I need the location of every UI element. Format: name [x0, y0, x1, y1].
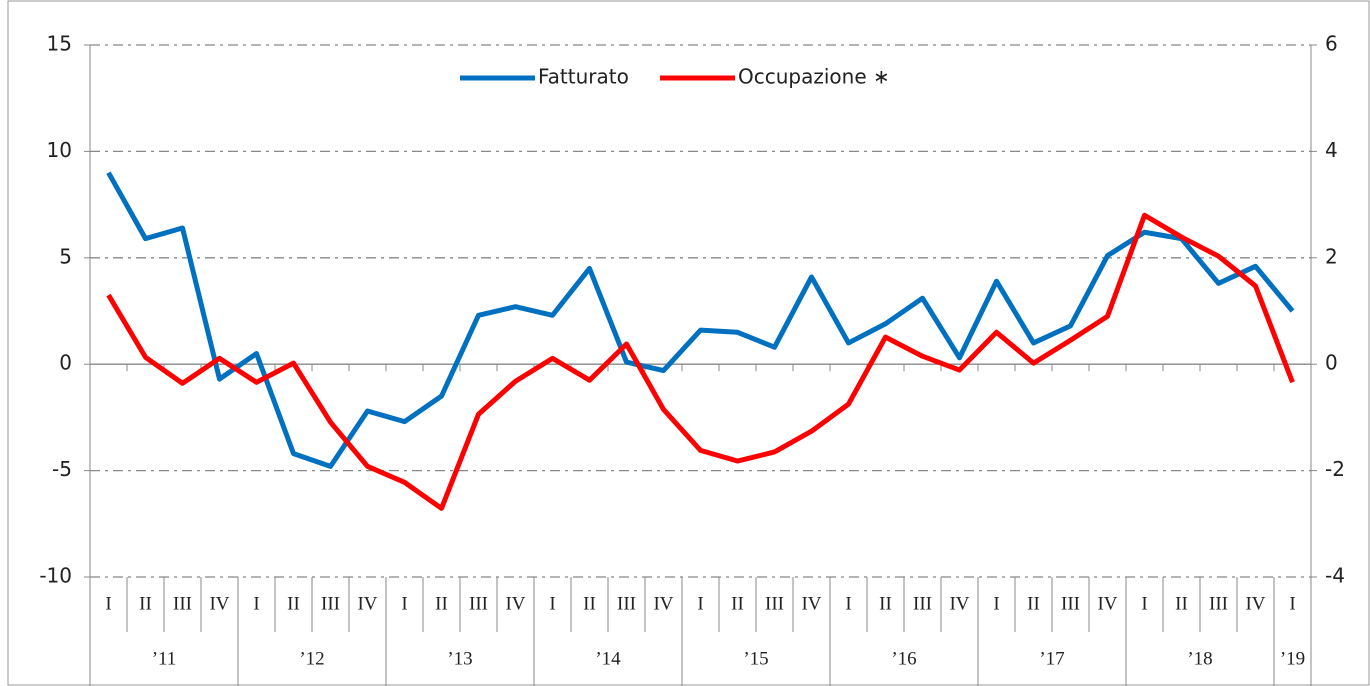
x-tick-label: I [697, 593, 703, 614]
y2-tick-label: 6 [1325, 32, 1338, 56]
frame [7, 0, 1370, 686]
y-tick-label: 5 [59, 244, 72, 268]
x-tick-label: II [435, 593, 448, 614]
y2-tick-label: -4 [1325, 564, 1345, 588]
x-group-label: ’17 [1039, 648, 1064, 669]
x-group-label: ’15 [743, 648, 768, 669]
x-group-label: ’14 [595, 648, 621, 669]
x-group-label: ’11 [152, 648, 177, 669]
series-line [106, 212, 1295, 511]
x-tick-label: II [287, 593, 300, 614]
series-line [106, 171, 1295, 469]
x-tick-label: III [913, 593, 932, 614]
x-tick-label: IV [1245, 593, 1265, 614]
x-tick-label: I [1141, 593, 1147, 614]
x-tick-label: II [1027, 593, 1040, 614]
x-tick-label: I [105, 593, 111, 614]
x-group-label: ’18 [1187, 648, 1212, 669]
x-tick-label: II [1175, 593, 1188, 614]
x-tick-label: IV [505, 593, 525, 614]
y2-tick-label: 4 [1325, 138, 1338, 162]
x-tick-label: IV [1097, 593, 1117, 614]
x-tick-label: I [1289, 593, 1295, 614]
y-tick-label: 15 [47, 32, 72, 56]
y2-tick-label: 0 [1325, 351, 1338, 375]
x-tick-label: IV [357, 593, 377, 614]
y-tick-label: -5 [52, 457, 72, 481]
x-tick-label: II [139, 593, 152, 614]
x-tick-label: IV [801, 593, 821, 614]
x-group-label: ’16 [891, 648, 916, 669]
x-tick-label: III [469, 593, 488, 614]
x-tick-label: I [401, 593, 407, 614]
x-tick-label: IV [653, 593, 673, 614]
y2-tick-label: -2 [1325, 457, 1345, 481]
y-tick-label: 10 [47, 138, 72, 162]
x-tick-label: IV [949, 593, 969, 614]
x-tick-label: III [617, 593, 636, 614]
x-group-label: ’12 [299, 648, 324, 669]
x-tick-label: III [765, 593, 784, 614]
x-tick-label: III [321, 593, 340, 614]
y2-tick-label: 2 [1325, 244, 1338, 268]
legend-label: Fatturato [538, 65, 629, 89]
x-tick-label: III [1209, 593, 1228, 614]
x-tick-label: II [879, 593, 892, 614]
legend-label: Occupazione ∗ [738, 65, 890, 89]
x-tick-label: III [1061, 593, 1080, 614]
y-tick-label: -10 [39, 564, 72, 588]
x-group-label: ’13 [447, 648, 472, 669]
x-tick-label: I [993, 593, 999, 614]
x-tick-label: III [173, 593, 192, 614]
x-group-label: ’19 [1280, 648, 1305, 669]
x-tick-label: I [253, 593, 259, 614]
x-tick-label: IV [209, 593, 229, 614]
x-tick-label: I [845, 593, 851, 614]
x-tick-label: I [549, 593, 555, 614]
x-tick-label: II [583, 593, 596, 614]
x-tick-label: II [731, 593, 744, 614]
y-tick-label: 0 [59, 351, 72, 375]
